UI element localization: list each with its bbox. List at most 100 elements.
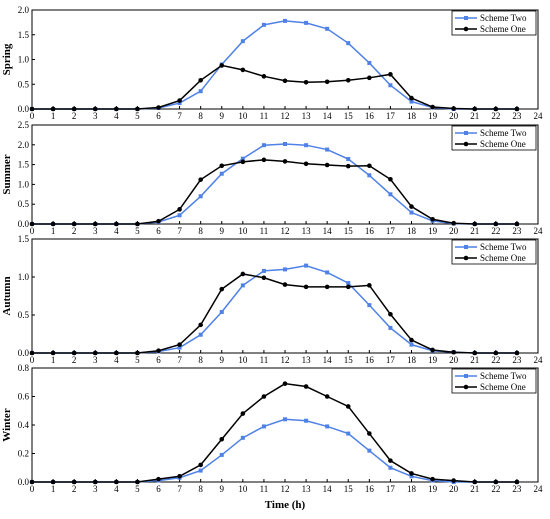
data-point-scheme-one [177, 207, 182, 212]
x-tick-label: 0 [30, 355, 35, 365]
series-line-scheme-two [32, 264, 517, 354]
data-point-scheme-one [451, 349, 456, 355]
data-point-scheme-one [29, 350, 35, 356]
data-point-scheme-one [493, 106, 499, 112]
x-tick-label: 23 [512, 111, 522, 121]
data-point-scheme-one [430, 216, 435, 222]
data-point-scheme-two [346, 41, 351, 46]
data-point-scheme-two [325, 424, 330, 429]
data-point-scheme-one [261, 394, 267, 399]
data-point-scheme-one [493, 350, 499, 356]
y-tick-label: 0.0 [18, 348, 30, 358]
x-tick-label: 17 [386, 226, 396, 236]
x-tick-label: 7 [177, 111, 182, 121]
y-axis-label: Autumn [1, 276, 13, 315]
data-point-scheme-two [177, 101, 182, 106]
data-point-scheme-two [261, 268, 266, 273]
data-point-scheme-two [198, 194, 203, 199]
data-point-scheme-two [219, 452, 224, 457]
y-tick-label: 0.6 [18, 392, 30, 402]
data-point-scheme-one [282, 159, 288, 164]
data-point-scheme-one [198, 462, 203, 468]
y-tick-label: 2.0 [18, 5, 30, 15]
data-point-scheme-one [282, 282, 288, 287]
data-point-scheme-one [514, 221, 520, 227]
data-point-scheme-two [304, 263, 309, 268]
data-point-scheme-one [50, 479, 56, 485]
x-tick-label: 14 [323, 226, 333, 236]
x-tick-label: 19 [428, 226, 438, 236]
legend-marker-circle [463, 26, 469, 32]
x-tick-label: 4 [114, 484, 119, 494]
x-tick-label: 18 [407, 226, 417, 236]
x-tick-label: 1 [51, 226, 56, 236]
x-tick-label: 14 [323, 111, 333, 121]
y-tick-label: 1.0 [18, 55, 30, 65]
data-point-scheme-one [135, 106, 140, 112]
data-point-scheme-one [29, 106, 35, 112]
x-tick-label: 6 [156, 226, 161, 236]
x-tick-label: 21 [470, 355, 479, 365]
x-tick-label: 10 [238, 111, 248, 121]
y-tick-label: 0.2 [18, 449, 29, 459]
x-tick-label: 16 [365, 111, 375, 121]
data-point-scheme-two [219, 309, 224, 314]
data-point-scheme-one [29, 479, 35, 485]
x-tick-label: 9 [220, 111, 225, 121]
x-tick-label: 22 [491, 111, 500, 121]
data-point-scheme-two [261, 424, 266, 429]
data-point-scheme-two [283, 18, 287, 23]
data-point-scheme-one [514, 106, 520, 112]
data-point-scheme-two [409, 99, 414, 104]
x-tick-label: 7 [177, 355, 182, 365]
legend-label: Scheme Two [480, 13, 527, 23]
series-line-scheme-one [32, 273, 517, 354]
legend-marker-square [464, 245, 468, 249]
data-point-scheme-two [240, 156, 245, 161]
data-point-scheme-one [92, 221, 98, 227]
data-point-scheme-one [219, 63, 225, 68]
data-point-scheme-one [240, 271, 246, 277]
y-tick-label: 0.4 [18, 420, 30, 430]
x-tick-label: 16 [365, 226, 375, 236]
x-tick-label: 16 [365, 355, 375, 365]
data-point-scheme-one [367, 163, 372, 169]
x-tick-label: 11 [260, 111, 269, 121]
data-point-scheme-one [71, 479, 77, 485]
data-point-scheme-one [367, 283, 372, 288]
x-tick-label: 3 [93, 111, 98, 121]
data-point-scheme-two [388, 325, 393, 330]
data-point-scheme-one [388, 72, 393, 77]
x-tick-label: 11 [260, 226, 269, 236]
data-point-scheme-one [303, 284, 309, 290]
x-tick-label: 2 [72, 226, 77, 236]
x-tick-label: 18 [407, 484, 417, 494]
data-point-scheme-one [282, 78, 288, 84]
data-point-scheme-two [198, 468, 203, 473]
x-tick-label: 9 [220, 226, 225, 236]
y-tick-label: 0.8 [18, 363, 30, 373]
legend-marker-square [464, 374, 468, 378]
data-point-scheme-one [388, 176, 393, 182]
x-axis-label: Time (h) [265, 499, 306, 511]
y-tick-label: 1.5 [18, 160, 30, 170]
data-point-scheme-one [472, 350, 478, 356]
data-point-scheme-two [304, 143, 309, 148]
x-tick-label: 8 [198, 484, 203, 494]
data-point-scheme-one [50, 221, 56, 227]
x-tick-label: 23 [512, 484, 522, 494]
x-tick-label: 9 [220, 484, 225, 494]
x-tick-label: 22 [491, 484, 500, 494]
series-line-scheme-one [32, 382, 517, 483]
x-tick-label: 20 [449, 111, 459, 121]
data-point-scheme-one [114, 221, 119, 227]
x-tick-label: 23 [512, 226, 522, 236]
x-tick-label: 21 [470, 484, 479, 494]
series-line-scheme-one [32, 159, 517, 225]
data-point-scheme-one [430, 104, 435, 110]
data-point-scheme-two [388, 465, 393, 470]
data-point-scheme-one [135, 479, 140, 485]
x-tick-label: 1 [51, 355, 56, 365]
x-tick-label: 6 [156, 484, 161, 494]
